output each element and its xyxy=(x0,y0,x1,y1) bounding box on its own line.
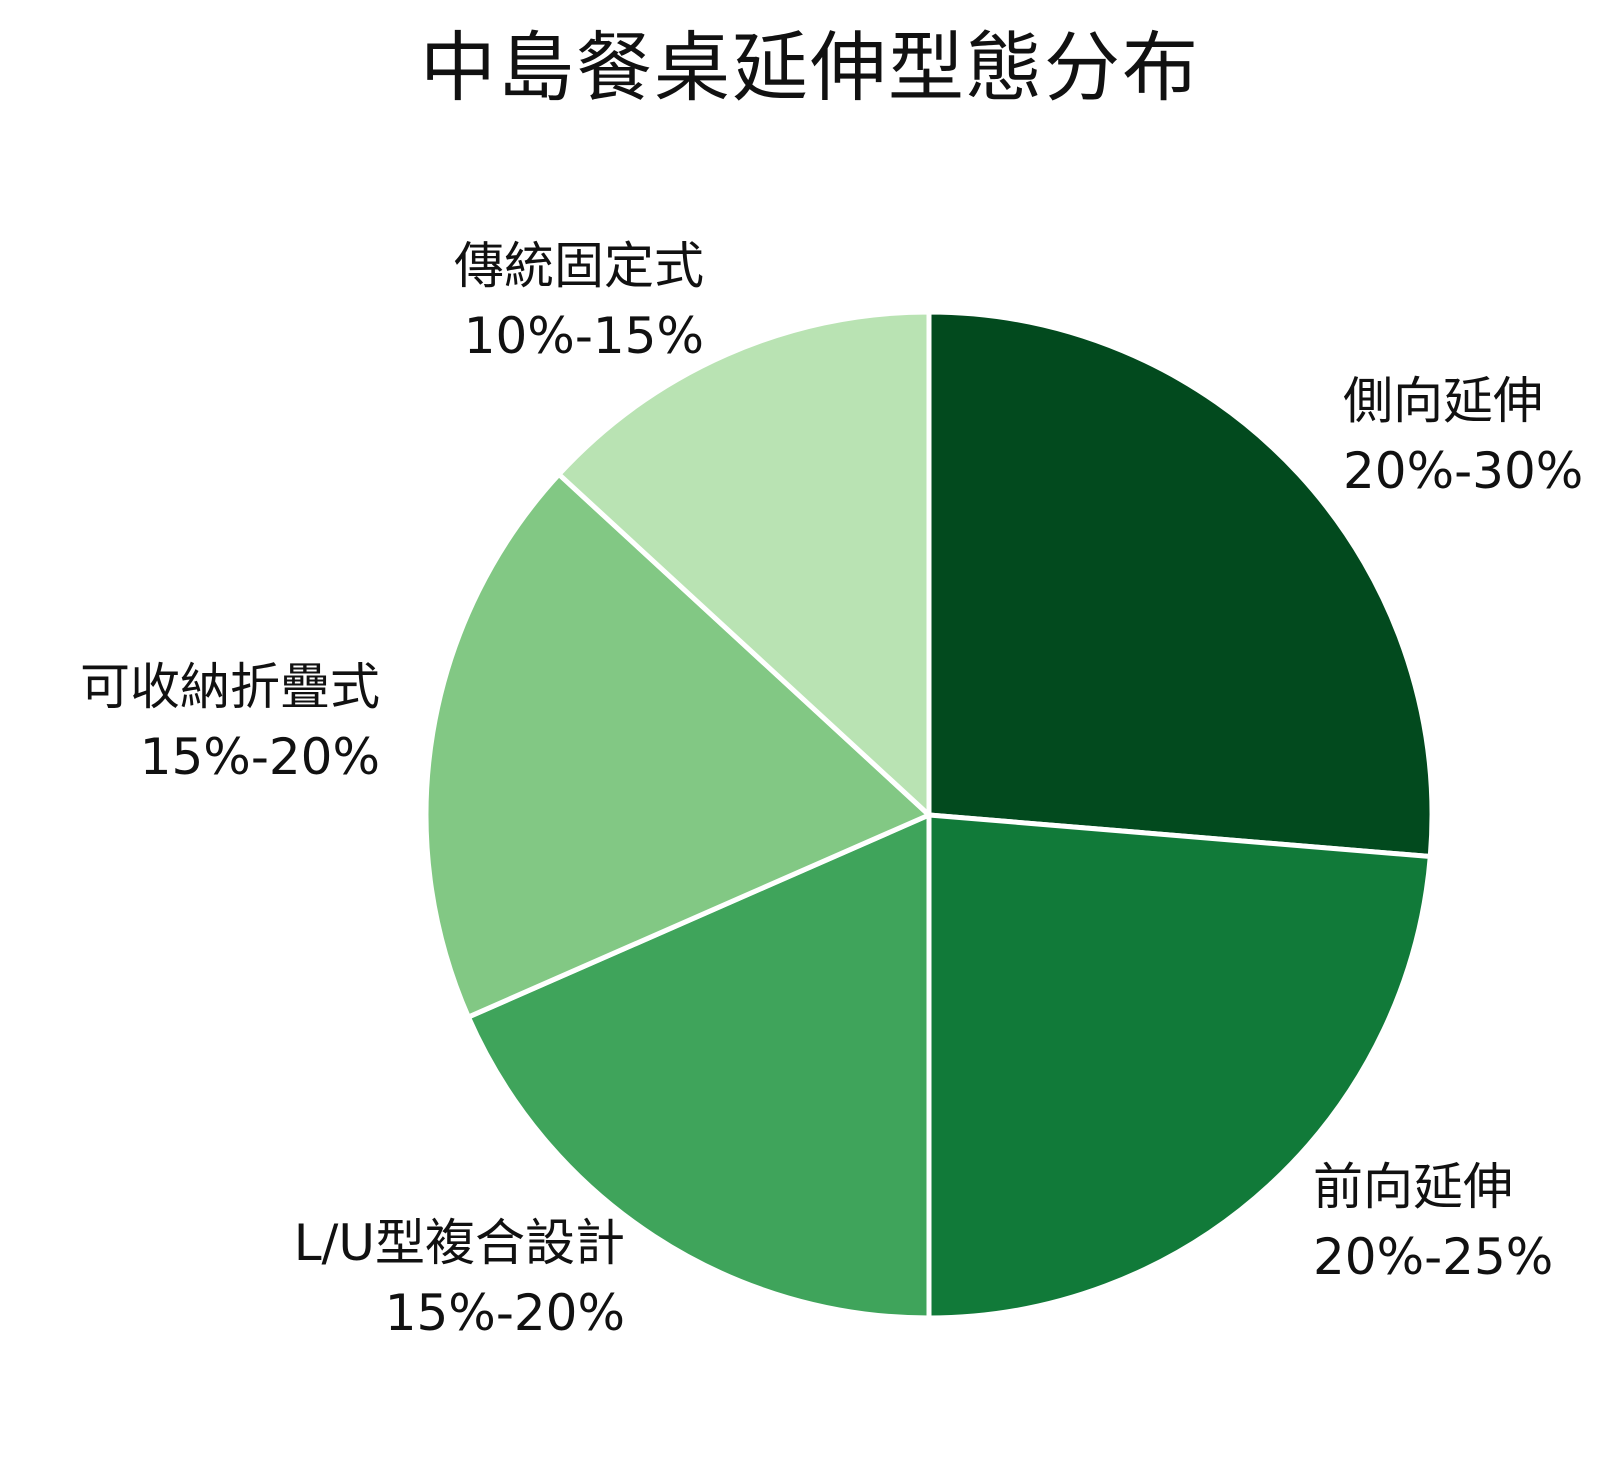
slice-range-label: 20%-25% xyxy=(1313,1228,1553,1286)
chart-title: 中島餐桌延伸型態分布 xyxy=(420,23,1200,112)
pie-slice xyxy=(556,309,932,818)
slice-name-label: L/U型複合設計 xyxy=(294,1214,625,1272)
slice-range-label: 15%-20% xyxy=(140,728,380,786)
slice-range-label: 10%-15% xyxy=(464,307,704,365)
pie-slice xyxy=(423,471,932,1020)
pie-slice xyxy=(465,812,932,1321)
slice-name-label: 傳統固定式 xyxy=(454,237,704,295)
pie-slice xyxy=(926,812,1433,1321)
pie-labels: 側向延伸 20%-30% 前向延伸 20%-25% L/U型複合設計 15%-20% 可收納… xyxy=(80,237,1583,1342)
slice-name-label: 前向延伸 xyxy=(1313,1158,1513,1216)
pie-slice xyxy=(926,309,1435,860)
pie-slices xyxy=(423,309,1435,1321)
slice-range-label: 20%-30% xyxy=(1343,442,1583,500)
slice-range-label: 15%-20% xyxy=(385,1284,625,1342)
slice-name-label: 可收納折疊式 xyxy=(80,658,380,716)
slice-name-label: 側向延伸 xyxy=(1343,372,1543,430)
